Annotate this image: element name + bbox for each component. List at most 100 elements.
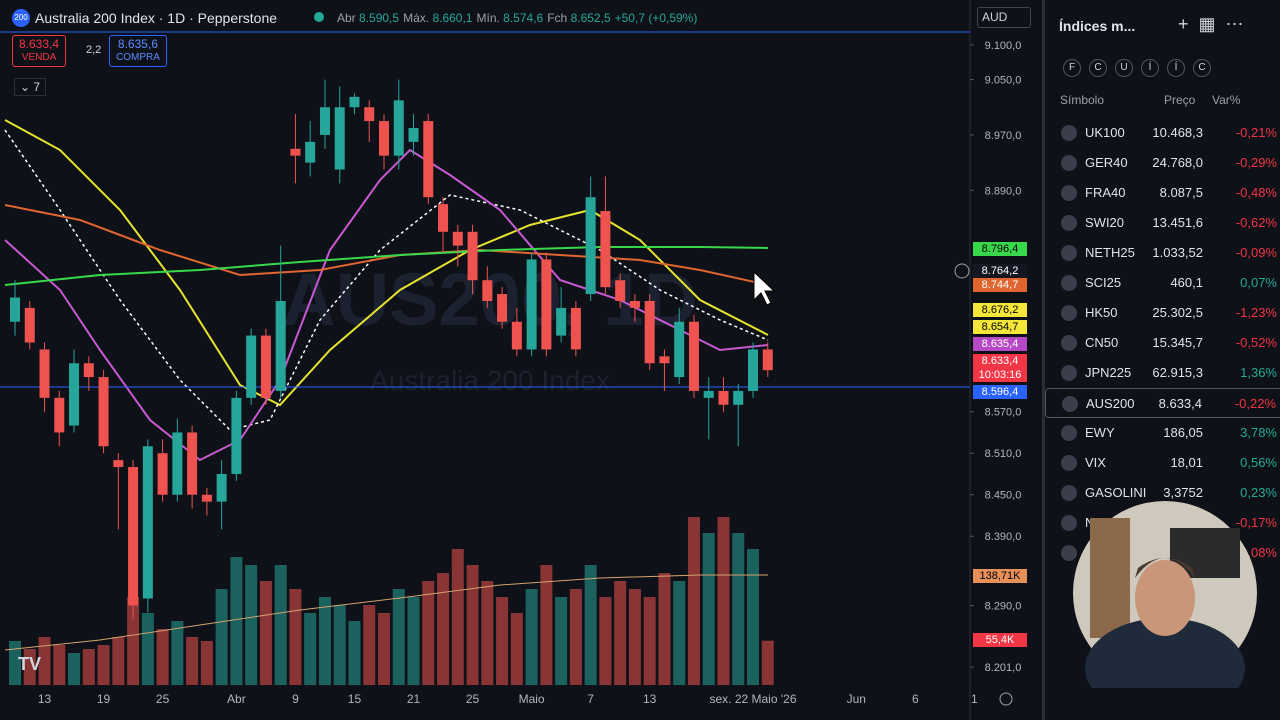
candle-body (585, 197, 596, 295)
candle-body (260, 335, 271, 398)
candle-body (231, 397, 242, 474)
tab[interactable]: Í (1167, 59, 1185, 77)
symbol: CN50 (1085, 335, 1119, 350)
candle-body (275, 300, 286, 391)
toolbar-icons[interactable]: + ▦ ⋯ (1178, 14, 1244, 34)
candle-body (452, 231, 463, 246)
price: 186,05 (1163, 425, 1203, 440)
buy-label: COMPRA (116, 52, 160, 63)
y-tick-label: 8.570,0 (985, 407, 1022, 419)
tab[interactable]: F (1063, 59, 1081, 77)
volume-bar (363, 605, 376, 685)
candle-body (482, 280, 493, 301)
volume-bar (171, 621, 184, 685)
watchlist-row[interactable]: CN50 15.345,7 -0,52% (1045, 328, 1280, 358)
candle-body (423, 121, 434, 198)
watchlist-row[interactable]: GER40 24.768,0 -0,29% (1045, 148, 1280, 178)
indicators-toggle[interactable]: ⌄ 7 (14, 78, 47, 96)
candle-body (54, 397, 65, 433)
watchlist-row[interactable]: GASOLINI 3,3752 0,23% (1045, 478, 1280, 508)
symbol-icon: 200 (12, 9, 30, 27)
candle-body (349, 96, 360, 108)
y-tick-label: 8.970,0 (985, 130, 1022, 142)
ohlc: Abr 8.590,5 Máx. 8.660,1 Mín. 8.574,6 Fch 8… (337, 11, 701, 25)
candle-body (172, 432, 183, 495)
row-icon (1061, 275, 1077, 291)
sell-button[interactable]: 8.633,4 VENDA (12, 35, 67, 67)
price: 8.633,4 (1158, 396, 1202, 411)
volume-bar (687, 517, 700, 685)
symbol: FRA40 (1085, 185, 1126, 200)
candle-body (246, 335, 257, 398)
watchlist-row[interactable]: FRA40 8.087,5 -0,48% (1045, 178, 1280, 208)
candle-body (319, 107, 330, 135)
volume-bar (127, 597, 140, 685)
y-tick-label: 9.100,0 (985, 40, 1022, 52)
candle-body (334, 107, 345, 170)
symbol: JPN225 (1085, 365, 1132, 380)
watchlist-row[interactable]: SCI25 460,1 0,07% (1045, 268, 1280, 298)
price: 1.033,52 (1152, 245, 1203, 260)
watchlist-row[interactable]: EWY 186,05 3,78% (1045, 418, 1280, 448)
tab[interactable]: Í (1141, 59, 1159, 77)
chart: AUS200, 1D Australia 200 Index TV 9.100,… (0, 0, 1022, 720)
watchlist-row[interactable]: HK50 25.302,5 -1,23% (1045, 298, 1280, 328)
currency[interactable]: AUD (977, 7, 1031, 28)
column-header: Símbolo (1060, 93, 1105, 107)
volume-bar (643, 597, 656, 685)
cursor (753, 270, 776, 306)
price: 15.345,7 (1152, 335, 1203, 350)
candle-body (113, 460, 124, 468)
add-icon[interactable] (954, 263, 970, 279)
x-tick-label: Jun (847, 692, 866, 706)
volume-bar (510, 613, 523, 685)
tab[interactable]: C (1193, 59, 1211, 77)
watchlist-title[interactable]: Índices m... (1059, 18, 1136, 34)
buy-button[interactable]: 8.635,6 COMPRA (109, 35, 167, 67)
candles (10, 79, 773, 620)
volume-bar (540, 565, 553, 685)
candle-body (733, 390, 744, 405)
volume-bar (761, 640, 774, 685)
candle-body (718, 390, 729, 405)
watchlist-row[interactable]: UK100 10.468,3 -0,21% (1045, 118, 1280, 148)
badge: 10:03:16 (973, 368, 1027, 382)
watchlist-row[interactable]: AUS200 8.633,4 -0,22% (1045, 388, 1280, 418)
settings-icon[interactable] (999, 692, 1013, 706)
watchlist-row[interactable]: JPN225 62.915,3 1,36% (1045, 358, 1280, 388)
candle-body (703, 390, 714, 398)
change: 1,36% (1240, 365, 1277, 380)
symbol: GER40 (1085, 155, 1128, 170)
volume-bar (378, 613, 390, 685)
badge: 8.633,4 (973, 354, 1027, 368)
watchlist-row[interactable]: NETH25 1.033,52 -0,09% (1045, 238, 1280, 268)
row-icon (1061, 515, 1077, 531)
candle-body (615, 280, 626, 301)
volume-bar (186, 637, 199, 685)
badge: 8.676,2 (973, 303, 1027, 317)
tab[interactable]: U (1115, 59, 1133, 77)
volume-bar (437, 573, 450, 685)
row-icon (1062, 396, 1078, 412)
price: 62.915,3 (1152, 365, 1203, 380)
change: -0,17% (1235, 515, 1277, 530)
x-tick-label: Maio (519, 692, 545, 706)
row-icon (1061, 155, 1077, 171)
volume-bar (156, 629, 169, 685)
candle-body (438, 204, 449, 232)
candle-body (556, 307, 567, 336)
symbol-title[interactable]: Australia 200 Index · 1D · Pepperstone (35, 10, 278, 26)
tab[interactable]: C (1089, 59, 1107, 77)
webcam (1073, 501, 1257, 688)
row-icon (1061, 245, 1077, 261)
badge: 8.764,2 (973, 264, 1027, 278)
watchlist-row[interactable]: SWI20 13.451,6 -0,62% (1045, 208, 1280, 238)
price: 18,01 (1170, 455, 1203, 470)
candle-body (305, 141, 316, 163)
volume-bar (614, 581, 627, 685)
change: -0,22% (1234, 396, 1276, 411)
candle-body (142, 446, 153, 599)
row-icon (1061, 185, 1077, 201)
candle-body (762, 349, 773, 371)
watchlist-row[interactable]: VIX 18,01 0,56% (1045, 448, 1280, 478)
